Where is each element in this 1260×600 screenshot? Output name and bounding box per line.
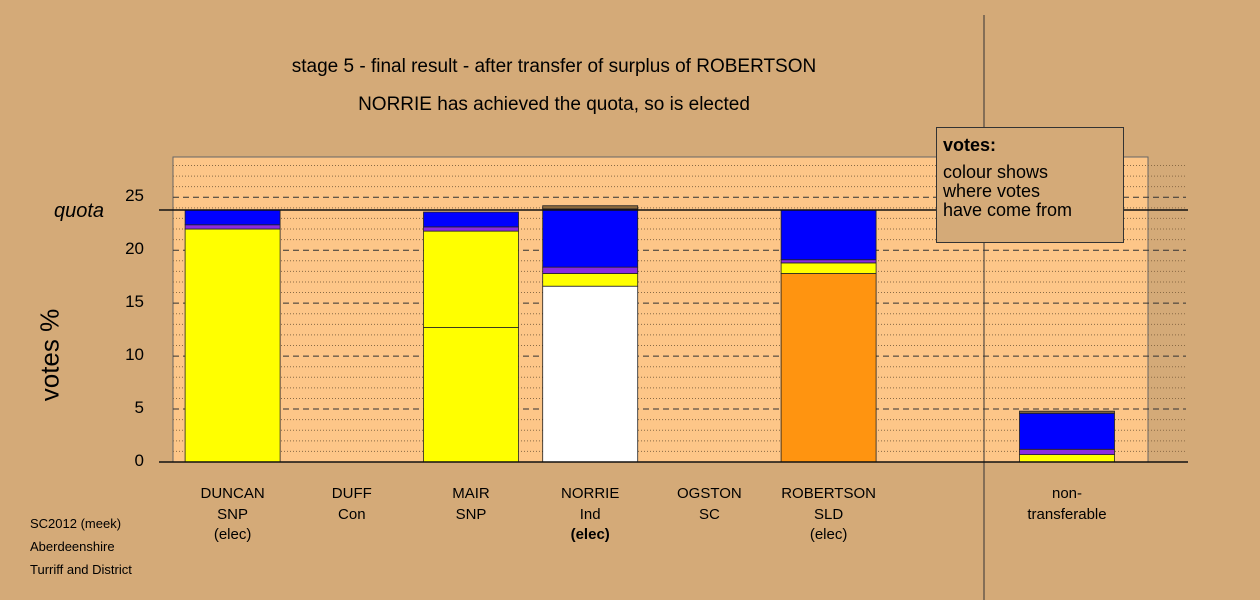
bar-segment xyxy=(780,209,877,261)
bar-segment xyxy=(1019,412,1115,450)
category-label-line: Ind xyxy=(579,505,601,523)
chart-title: stage 5 - final result - after transfer … xyxy=(291,56,817,77)
category-label: NORRIE Ind (elec) xyxy=(515,484,665,546)
category-label-line: NORRIE xyxy=(561,485,620,502)
category-label-line: Con xyxy=(338,505,366,523)
bar-segment xyxy=(542,273,639,287)
y-tick-label: 20 xyxy=(125,239,144,259)
category-label: ROBERTSON SLD (elec) xyxy=(754,484,904,546)
legend-line: colour shows xyxy=(943,162,1049,182)
category-label: OGSTON SC xyxy=(634,484,784,525)
y-axis-label: votes % xyxy=(34,308,65,402)
bar-segment xyxy=(1019,454,1115,463)
bar-segment xyxy=(184,209,281,226)
chart-subtitle: NORRIE has achieved the quota, so is ele… xyxy=(358,94,750,115)
category-label-line: SLD xyxy=(814,505,844,523)
category-label-line: SC xyxy=(698,505,720,523)
bar-segment xyxy=(184,228,281,463)
bar-segment xyxy=(542,208,639,268)
category-label-line: ROBERTSON xyxy=(781,485,876,502)
bar-segment xyxy=(542,205,639,210)
footer-method: SC2012 (meek) xyxy=(30,516,122,531)
category-label-line: SNP xyxy=(455,505,487,523)
y-tick-label: 5 xyxy=(134,398,144,418)
bar-segment xyxy=(423,327,519,463)
category-label: MAIR SNP xyxy=(396,484,546,525)
y-tick-label: 10 xyxy=(125,345,144,365)
bar-segment xyxy=(423,211,519,228)
category-label-line: (elec) xyxy=(809,526,848,543)
legend-line: where votes xyxy=(943,181,1041,201)
category-label-line: non- xyxy=(1051,485,1083,502)
bar-segment xyxy=(184,224,281,230)
footer-ward: Turriff and District xyxy=(30,562,132,577)
category-label-line: transferable xyxy=(1027,505,1107,523)
category-label: DUFF Con xyxy=(277,484,427,525)
category-label-line: SNP xyxy=(217,505,249,523)
category-label-line: OGSTON xyxy=(677,485,742,502)
bar-segment xyxy=(542,285,639,463)
legend-line: have come from xyxy=(943,200,1073,220)
quota-label: quota xyxy=(54,200,105,222)
y-tick-label: 0 xyxy=(134,451,144,470)
bar-segment xyxy=(1019,410,1115,414)
legend-box: votes: colour shows where votes have com… xyxy=(936,127,1124,243)
category-label-line: DUFF xyxy=(331,485,372,502)
category-label: non-transferable xyxy=(992,484,1142,525)
bar-segment xyxy=(780,273,877,463)
bar-segment xyxy=(780,259,877,264)
category-label-line: (elec) xyxy=(213,526,252,543)
y-tick-label: 15 xyxy=(125,292,144,312)
bar-segment xyxy=(780,262,877,274)
footer-council: Aberdeenshire xyxy=(30,539,115,554)
category-label-line: DUNCAN xyxy=(200,485,265,502)
category-label: DUNCAN SNP (elec) xyxy=(158,484,308,546)
bar-segment xyxy=(1019,448,1115,455)
category-label-line: MAIR xyxy=(452,485,490,502)
legend-title: votes: xyxy=(943,135,997,155)
y-tick-label: 25 xyxy=(125,186,144,206)
bar-segment xyxy=(542,266,639,274)
category-label-line: (elec) xyxy=(570,526,610,543)
bar-segment xyxy=(423,230,519,328)
bar-segment xyxy=(423,226,519,232)
